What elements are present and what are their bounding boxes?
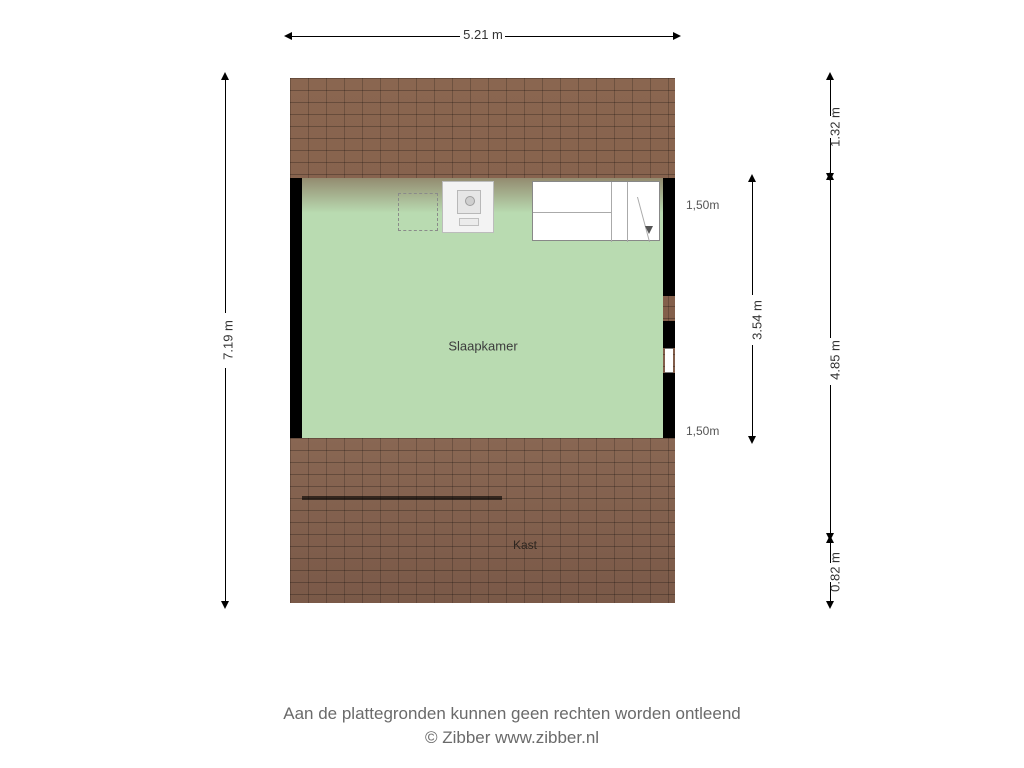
- footer-copyright: © Zibber www.zibber.nl: [0, 726, 1024, 750]
- floorplan-canvas: 5.21 m 7.19 m 1.32 m 4.85 m 0.82 m 3.5: [0, 0, 1024, 768]
- dim-right-top-label: 1.32 m: [827, 107, 842, 147]
- staircase: [532, 181, 660, 241]
- dim-right-mid-label: 4.85 m: [827, 340, 842, 380]
- footer-disclaimer: Aan de plattegronden kunnen geen rechten…: [0, 702, 1024, 726]
- window-right: [665, 348, 673, 373]
- tag-150-bot: 1,50m: [686, 424, 719, 438]
- dim-left-label: 7.19 m: [220, 320, 235, 360]
- dashed-outline: [398, 193, 438, 231]
- kast-label: Kast: [513, 538, 537, 552]
- wall-left: [290, 178, 302, 438]
- dim-inner-label: 3.54 m: [749, 300, 764, 340]
- tag-150-top: 1,50m: [686, 198, 719, 212]
- wall-right-lower: [663, 373, 675, 438]
- dim-top-label: 5.21 m: [463, 27, 503, 42]
- roof-bottom: [290, 438, 675, 603]
- kast-wall: [302, 496, 502, 500]
- wall-right-mid: [663, 321, 675, 348]
- dim-right-bot-label: 0.82 m: [827, 552, 842, 592]
- footer: Aan de plattegronden kunnen geen rechten…: [0, 702, 1024, 750]
- wall-right-upper: [663, 178, 675, 296]
- boiler-unit: [442, 181, 494, 233]
- floor-plan: Slaapkamer Kast: [290, 78, 675, 603]
- room-label: Slaapkamer: [448, 339, 517, 354]
